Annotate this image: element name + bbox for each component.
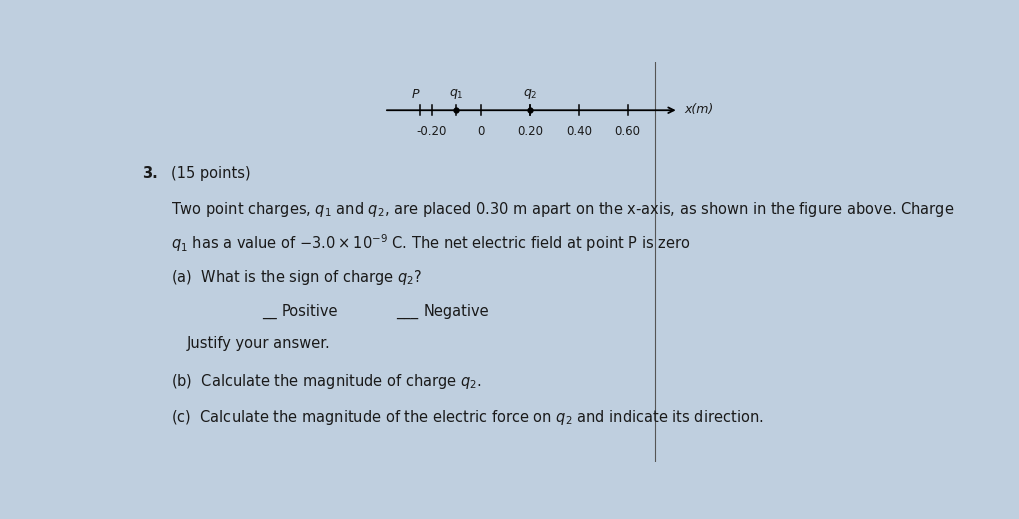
Text: __: __	[262, 304, 276, 319]
Text: $q_1$ has a value of $-3.0 \times 10^{-9}$ C. The net electric field at point P : $q_1$ has a value of $-3.0 \times 10^{-9…	[171, 232, 690, 254]
Text: Negative: Negative	[424, 304, 489, 319]
Text: 0.20: 0.20	[517, 126, 543, 139]
Text: x(m): x(m)	[684, 103, 713, 116]
Text: (15 points): (15 points)	[171, 166, 251, 181]
Text: -0.20: -0.20	[417, 126, 447, 139]
Text: 3.: 3.	[142, 166, 157, 181]
Text: (c)  Calculate the magnitude of the electric force on $q_2$ and indicate its dir: (c) Calculate the magnitude of the elect…	[171, 408, 763, 427]
Text: 0.40: 0.40	[566, 126, 592, 139]
Text: (b)  Calculate the magnitude of charge $q_2$.: (b) Calculate the magnitude of charge $q…	[171, 372, 482, 391]
Text: (a)  What is the sign of charge $q_2$?: (a) What is the sign of charge $q_2$?	[171, 268, 422, 287]
Text: Justify your answer.: Justify your answer.	[186, 336, 330, 351]
Text: ___: ___	[395, 304, 418, 319]
Text: P: P	[412, 88, 420, 101]
Text: 0.60: 0.60	[614, 126, 641, 139]
Text: $q_1$: $q_1$	[449, 87, 464, 101]
Text: Two point charges, $q_1$ and $q_2$, are placed 0.30 m apart on the x-axis, as sh: Two point charges, $q_1$ and $q_2$, are …	[171, 200, 954, 219]
Text: 0: 0	[477, 126, 485, 139]
Text: $q_2$: $q_2$	[523, 87, 537, 101]
Text: Positive: Positive	[281, 304, 338, 319]
